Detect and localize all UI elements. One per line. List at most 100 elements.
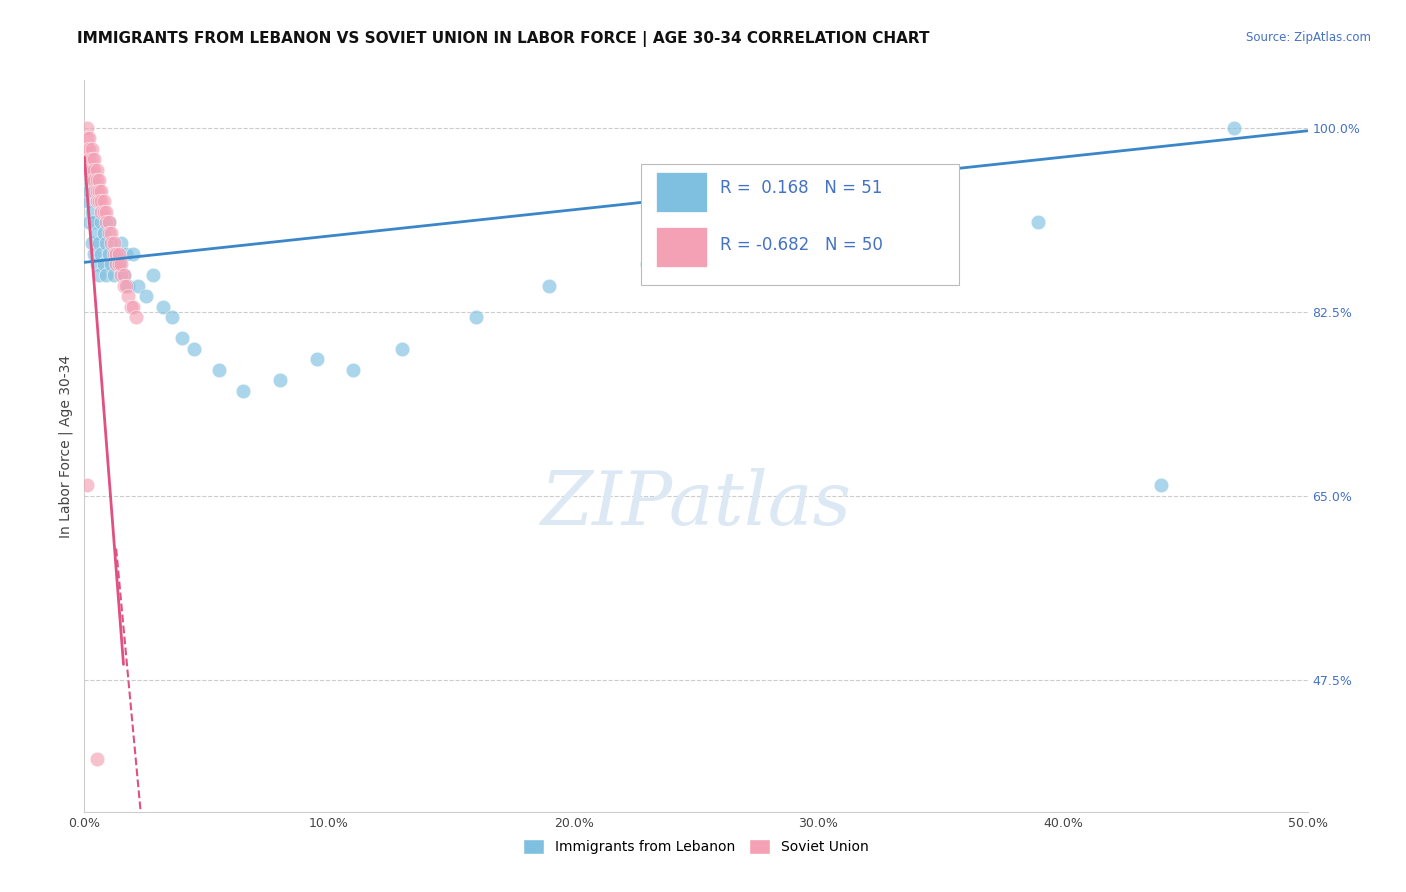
Point <box>105 247 128 261</box>
Point <box>125 310 148 324</box>
Point <box>1223 120 1246 135</box>
Point <box>636 257 658 271</box>
Point <box>464 310 486 324</box>
Point <box>122 300 145 314</box>
Point <box>93 257 115 271</box>
Point <box>87 184 110 198</box>
Point <box>76 120 98 135</box>
Point <box>77 152 100 166</box>
Point <box>80 236 103 251</box>
Point <box>97 247 120 261</box>
Point <box>110 236 132 251</box>
Point <box>77 131 100 145</box>
Point <box>76 142 98 156</box>
Point <box>105 257 128 271</box>
Point <box>76 162 98 177</box>
Point <box>83 173 105 187</box>
Point <box>87 194 110 209</box>
Point <box>172 331 194 345</box>
Point <box>135 289 157 303</box>
Bar <box>655 227 707 267</box>
Point <box>391 342 413 356</box>
Point <box>112 268 135 282</box>
Point <box>117 278 139 293</box>
Point <box>758 236 780 251</box>
Point <box>80 204 103 219</box>
Point <box>112 278 135 293</box>
Point <box>77 162 100 177</box>
Point <box>100 226 122 240</box>
Point <box>86 257 108 271</box>
Point <box>112 268 135 282</box>
Point <box>115 247 138 261</box>
Bar <box>655 171 707 212</box>
Point <box>232 384 254 398</box>
Point <box>77 215 100 229</box>
Legend: Immigrants from Lebanon, Soviet Union: Immigrants from Lebanon, Soviet Union <box>517 834 875 860</box>
Text: IMMIGRANTS FROM LEBANON VS SOVIET UNION IN LABOR FORCE | AGE 30-34 CORRELATION C: IMMIGRANTS FROM LEBANON VS SOVIET UNION … <box>77 31 929 47</box>
Point <box>105 247 128 261</box>
Point <box>342 362 364 376</box>
Point <box>110 268 132 282</box>
Point <box>80 173 103 187</box>
Point <box>107 247 129 261</box>
Point <box>93 204 115 219</box>
Point <box>107 257 129 271</box>
Point <box>77 184 100 198</box>
Point <box>103 268 125 282</box>
Point <box>152 300 174 314</box>
Point <box>103 247 125 261</box>
Point <box>122 247 145 261</box>
Point <box>96 215 118 229</box>
Point <box>77 142 100 156</box>
Point <box>86 162 108 177</box>
Point <box>83 247 105 261</box>
Point <box>87 173 110 187</box>
Text: Source: ZipAtlas.com: Source: ZipAtlas.com <box>1246 31 1371 45</box>
Point <box>86 173 108 187</box>
Point <box>96 268 118 282</box>
Point <box>83 162 105 177</box>
Point <box>80 162 103 177</box>
Point <box>1028 215 1050 229</box>
Point <box>87 236 110 251</box>
Point <box>80 142 103 156</box>
Point <box>107 257 129 271</box>
Point <box>96 236 118 251</box>
Text: R =  0.168   N = 51: R = 0.168 N = 51 <box>720 178 883 197</box>
Point <box>90 247 112 261</box>
Point <box>115 278 138 293</box>
Point <box>86 226 108 240</box>
Point <box>76 131 98 145</box>
Point <box>117 289 139 303</box>
Point <box>1150 478 1173 492</box>
Point <box>87 268 110 282</box>
Point <box>208 362 231 376</box>
Point <box>142 268 165 282</box>
FancyBboxPatch shape <box>641 164 959 285</box>
Point <box>93 226 115 240</box>
Point <box>120 300 142 314</box>
Point <box>305 352 328 367</box>
Point <box>86 194 108 209</box>
Point <box>83 152 105 166</box>
Point <box>96 204 118 219</box>
Point <box>880 226 903 240</box>
Point <box>269 373 291 387</box>
Point <box>93 194 115 209</box>
Point <box>127 278 149 293</box>
Point <box>183 342 205 356</box>
Point <box>90 215 112 229</box>
Point <box>90 194 112 209</box>
Text: R = -0.682   N = 50: R = -0.682 N = 50 <box>720 235 883 254</box>
Y-axis label: In Labor Force | Age 30-34: In Labor Force | Age 30-34 <box>59 354 73 538</box>
Point <box>83 215 105 229</box>
Text: ZIPatlas: ZIPatlas <box>540 468 852 541</box>
Point <box>100 257 122 271</box>
Point <box>86 752 108 766</box>
Point <box>90 184 112 198</box>
Point <box>162 310 184 324</box>
Point <box>86 184 108 198</box>
Point <box>110 257 132 271</box>
Point <box>100 236 122 251</box>
